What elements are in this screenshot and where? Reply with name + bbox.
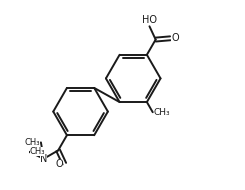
Text: O: O (56, 159, 63, 169)
Text: CH₃: CH₃ (154, 108, 170, 117)
Text: O: O (171, 33, 179, 43)
Text: N: N (40, 154, 48, 164)
Text: CH₃: CH₃ (24, 138, 40, 147)
Text: CH₃: CH₃ (30, 147, 45, 156)
Text: HO: HO (142, 15, 157, 25)
